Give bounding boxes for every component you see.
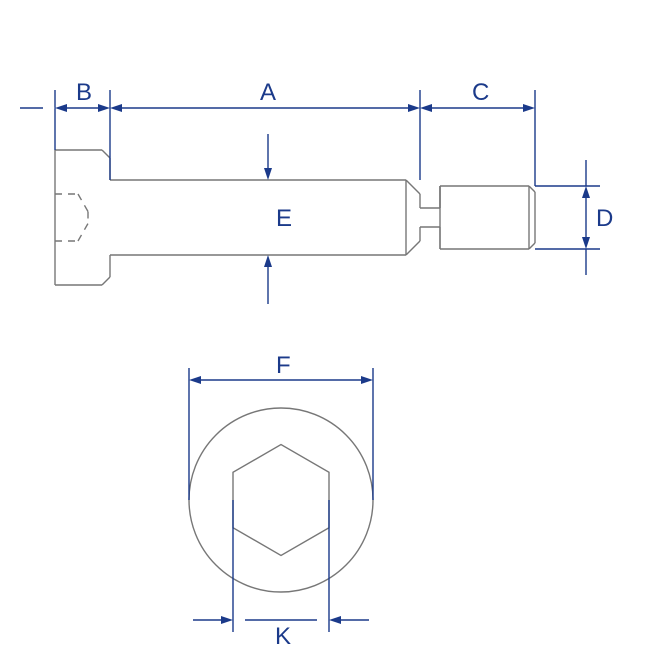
shoulder-screw-diagram: B A C D E F K — [0, 0, 670, 670]
svg-text:K: K — [275, 623, 291, 650]
svg-text:D: D — [596, 205, 613, 232]
svg-text:F: F — [276, 352, 291, 379]
svg-text:E: E — [276, 205, 292, 232]
svg-text:C: C — [472, 79, 489, 106]
svg-text:A: A — [260, 79, 276, 106]
svg-text:B: B — [76, 79, 92, 106]
